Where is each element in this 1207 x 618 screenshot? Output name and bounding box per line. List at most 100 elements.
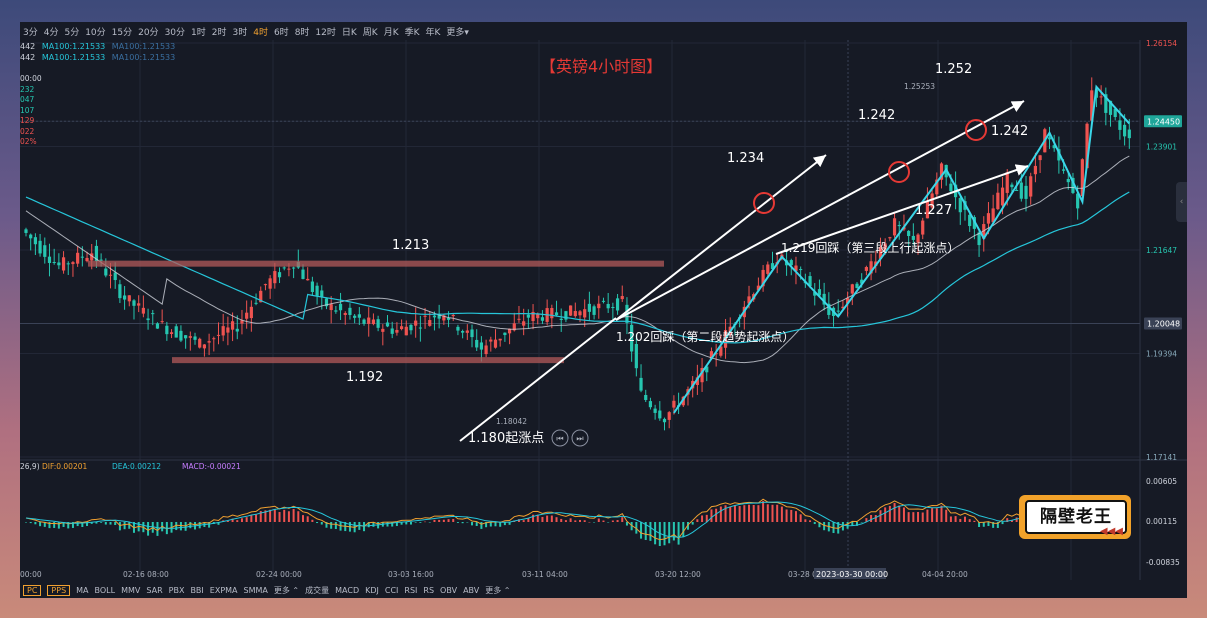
indicator-6[interactable]: PBX	[168, 585, 185, 595]
candle-body	[381, 328, 385, 332]
candle-body	[709, 351, 714, 359]
macd-bar	[226, 521, 229, 522]
candle-body	[367, 317, 371, 324]
macd-bar	[978, 522, 981, 528]
timeframe-11[interactable]: 6时	[273, 27, 289, 38]
candle-body	[212, 338, 216, 340]
indicator-13[interactable]: KDJ	[365, 585, 379, 595]
indicator-10[interactable]: 更多 ⌃	[273, 585, 300, 595]
candle-body	[850, 284, 854, 294]
candle-body	[869, 261, 873, 274]
candle-body	[418, 327, 422, 329]
macd-dea-line	[25, 501, 1130, 538]
indicator-14[interactable]: CCI	[384, 585, 399, 595]
time-label-5: 03-20 12:00	[655, 570, 701, 579]
label-current: 1.242	[991, 124, 1028, 139]
nav-icon-1[interactable]: ⏭	[576, 434, 583, 443]
time-label-3: 03-03 16:00	[388, 570, 434, 579]
macd-bar	[442, 519, 445, 522]
candle-body	[587, 303, 591, 312]
side-collapse-tab[interactable]: ‹	[1176, 182, 1187, 222]
timeframe-7[interactable]: 1时	[191, 27, 206, 38]
indicator-1[interactable]: PPS	[47, 584, 71, 596]
candle-body	[329, 304, 333, 311]
macd-bar	[724, 505, 727, 522]
timeframe-17[interactable]: 季K	[404, 27, 420, 38]
candle-body	[841, 306, 845, 309]
indicator-4[interactable]: MMV	[121, 585, 141, 595]
macd-axis-1: 0.00115	[1146, 517, 1177, 526]
indicator-16[interactable]: RS	[423, 585, 435, 595]
indicator-7[interactable]: BBI	[190, 585, 204, 595]
indicator-15[interactable]: RSI	[404, 585, 418, 595]
candle-body	[479, 342, 484, 350]
candle-body	[569, 305, 573, 316]
indicator-11[interactable]: 成交量	[305, 585, 330, 595]
nav-icon-0[interactable]: ⏮	[556, 434, 563, 443]
indicator-9[interactable]: SMMA	[243, 585, 268, 595]
trend-arrow-4	[775, 164, 1029, 255]
timeframe-5[interactable]: 20分	[138, 27, 159, 38]
macd-bar	[583, 520, 586, 522]
candle-body	[911, 235, 915, 240]
indicator-5[interactable]: SAR	[146, 585, 163, 595]
macd-bar	[940, 505, 943, 522]
timeframe-1[interactable]: 4分	[43, 27, 59, 38]
timeframe-6[interactable]: 30分	[164, 27, 186, 38]
candle-body	[794, 265, 798, 271]
indicator-3[interactable]: BOLL	[94, 585, 116, 595]
candle-body	[301, 269, 305, 279]
indicator-0[interactable]: PC	[23, 584, 42, 596]
label-dip: 1.227	[915, 203, 952, 218]
candle-body	[958, 198, 962, 213]
macd-bar	[438, 519, 441, 522]
candle-body	[76, 252, 80, 264]
indicator-8[interactable]: EXPMA	[209, 585, 238, 595]
indicator-18[interactable]: ABV	[463, 585, 480, 595]
macd-bar	[790, 509, 793, 522]
macd-bar	[898, 505, 901, 522]
macd-bar	[949, 516, 952, 522]
macd-bar	[865, 518, 868, 522]
candle-body	[99, 259, 103, 261]
timeframe-15[interactable]: 周K	[362, 27, 378, 38]
macd-bar	[902, 507, 905, 522]
timeframe-19[interactable]: 更多▾	[446, 27, 469, 38]
candle-body	[578, 311, 582, 316]
timeframe-2[interactable]: 5分	[64, 27, 80, 38]
indicator-2[interactable]: MA	[76, 585, 89, 595]
pullback-circle-0	[753, 192, 775, 214]
macd-bar	[179, 522, 182, 531]
candle-body	[813, 291, 817, 296]
timeframe-18[interactable]: 年K	[425, 27, 441, 38]
candle-body	[277, 272, 282, 278]
macd-bar	[738, 506, 741, 522]
timeframe-9[interactable]: 3时	[232, 27, 248, 38]
timeframe-16[interactable]: 月K	[383, 27, 399, 38]
indicator-17[interactable]: OBV	[440, 585, 458, 595]
timeframe-13[interactable]: 12时	[315, 27, 336, 38]
timeframe-4[interactable]: 15分	[111, 27, 133, 38]
candle-body	[127, 295, 131, 302]
candle-body	[343, 313, 347, 315]
macd-bar	[372, 522, 375, 527]
macd-bar	[57, 522, 60, 529]
candle-body	[667, 412, 671, 420]
candle-body	[489, 339, 493, 342]
macd-bar	[456, 522, 459, 523]
timeframe-14[interactable]: 日K	[341, 27, 357, 38]
candle-body	[155, 323, 160, 329]
timeframe-8[interactable]: 2时	[211, 27, 227, 38]
candle-body	[498, 338, 502, 341]
timeframe-10[interactable]: 4时	[253, 27, 268, 38]
indicator-19[interactable]: 更多 ⌃	[485, 585, 511, 595]
indicator-12[interactable]: MACD	[335, 585, 360, 595]
macd-bar	[53, 522, 56, 528]
macd-bar	[668, 522, 671, 544]
candle-body	[334, 310, 338, 312]
candle-body	[414, 320, 418, 326]
timeframe-0[interactable]: 3分	[23, 27, 38, 38]
timeframe-3[interactable]: 10分	[85, 27, 106, 38]
timeframe-12[interactable]: 8时	[294, 27, 310, 38]
macd-bar	[419, 522, 422, 523]
